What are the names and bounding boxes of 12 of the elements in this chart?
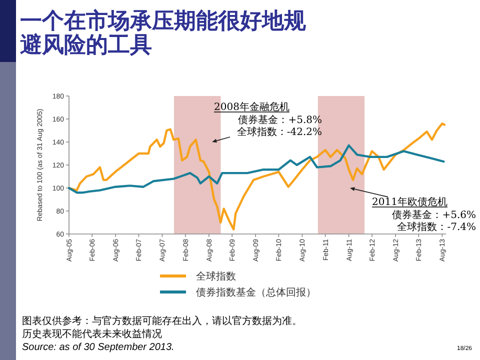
legend-label: 全球指数 bbox=[196, 270, 236, 282]
text: 历史表现不能代表未来收益情况 bbox=[22, 328, 162, 340]
annotation: 全球指数：-7.4% bbox=[397, 221, 476, 233]
annotation: 2008年金融危机 bbox=[214, 101, 290, 113]
chart-title: 一个在市场承压期能很好地规避风险的工具 bbox=[20, 8, 306, 57]
text: Source: as of 30 September 2013. bbox=[22, 342, 174, 353]
annotation: 全球指数：-42.2% bbox=[236, 126, 322, 138]
annotation: 债券基金：+5.8% bbox=[238, 114, 322, 126]
text: 图表仅供参考：与官方数据可能存在出入，请以官方数据为准。 bbox=[22, 315, 302, 327]
annotation: 2011年欧债危机 bbox=[372, 196, 448, 208]
legend-label: 债券指数基金（总体回报） bbox=[196, 286, 316, 298]
annotation: 债券基金：+5.6% bbox=[392, 209, 476, 221]
